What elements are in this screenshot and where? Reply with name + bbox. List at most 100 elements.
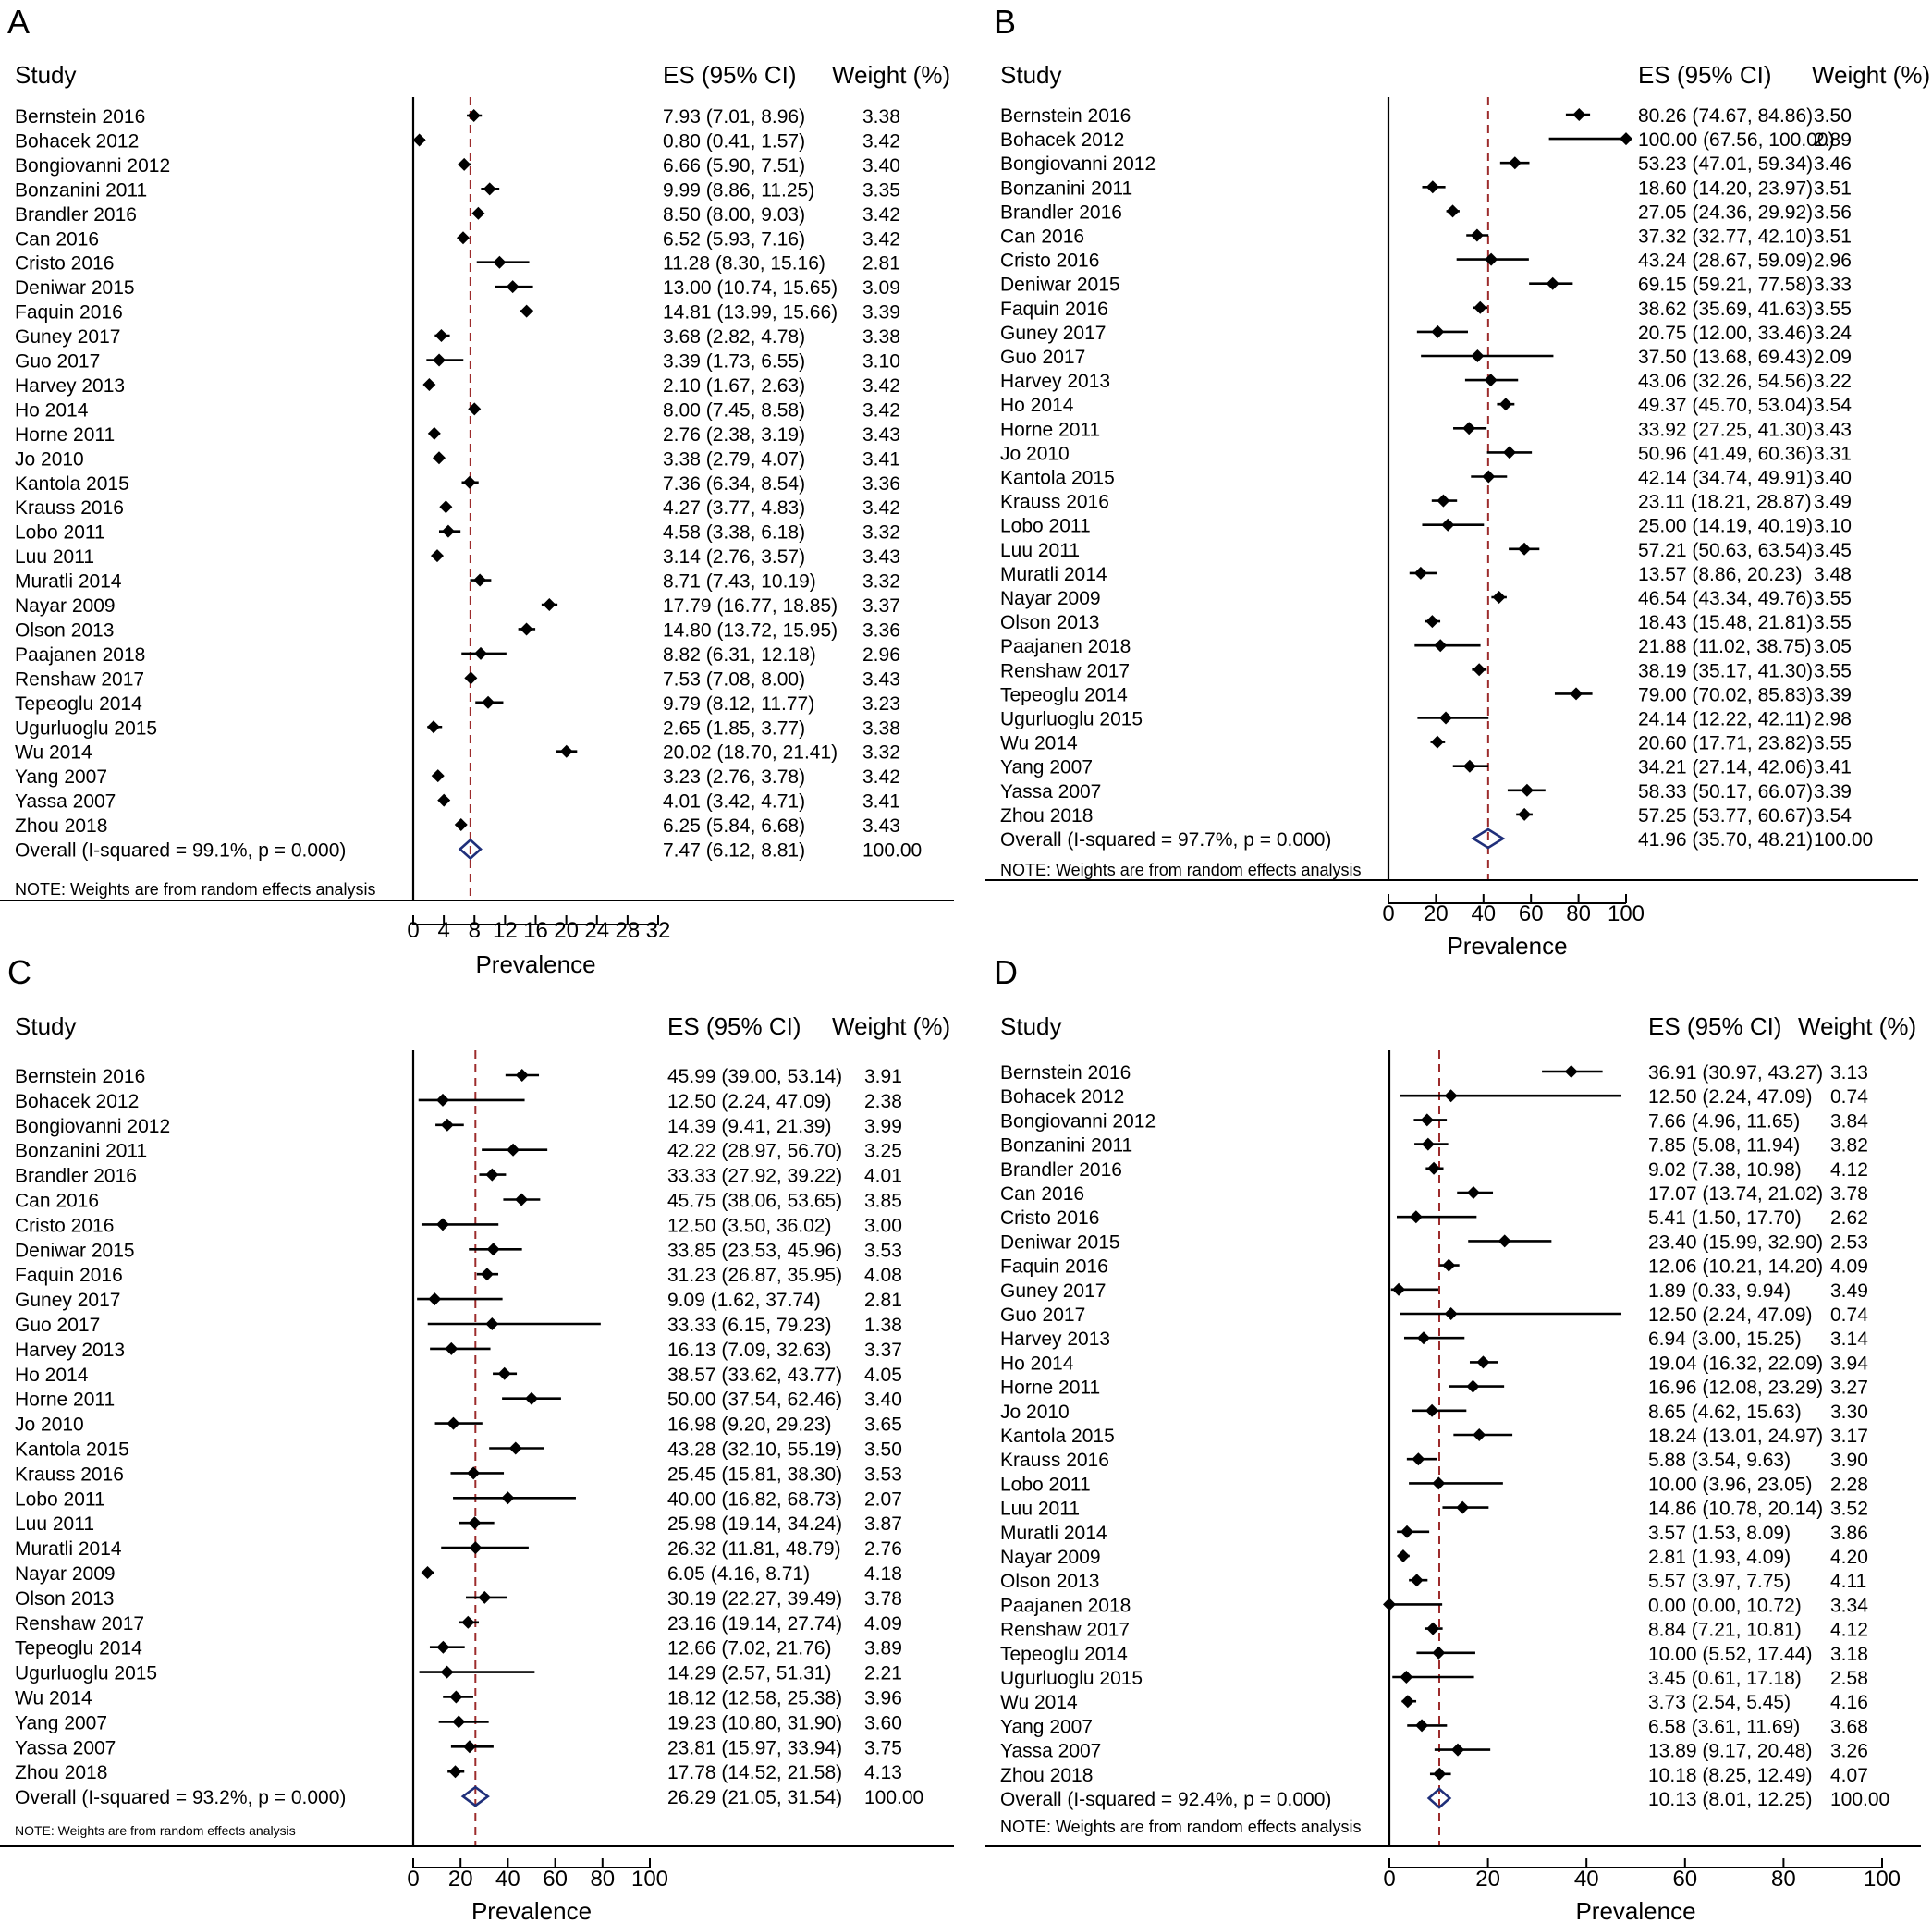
study-es-ci: 8.65 (4.62, 15.63) <box>1648 1402 1802 1423</box>
study-es-ci: 3.73 (2.54, 5.45) <box>1648 1692 1791 1713</box>
point-estimate-marker <box>428 1292 442 1306</box>
study-name: Krauss 2016 <box>15 497 124 519</box>
study-weight: 3.26 <box>1830 1741 1868 1762</box>
study-weight: 4.05 <box>864 1365 902 1386</box>
x-tick-label: 100 <box>1608 901 1645 926</box>
study-weight: 3.85 <box>864 1191 902 1212</box>
study-row: Cristo 2016 11.28 (8.30, 15.16) 2.81 <box>15 253 900 275</box>
x-tick-label: 40 <box>1471 901 1496 926</box>
study-es-ci: 79.00 (70.02, 85.83) <box>1638 684 1813 705</box>
study-row: Renshaw 2017 8.84 (7.21, 10.81) 4.12 <box>1000 1620 1868 1641</box>
study-es-ci: 4.01 (3.42, 4.71) <box>663 791 805 813</box>
study-row: Krauss 2016 5.88 (3.54, 9.63) 3.90 <box>1000 1450 1868 1471</box>
study-name: Nayar 2009 <box>1000 588 1101 609</box>
study-name: Can 2016 <box>15 1191 99 1212</box>
study-es-ci: 69.15 (59.21, 77.58) <box>1638 275 1813 296</box>
x-tick-label: 80 <box>590 1867 615 1892</box>
point-estimate-marker <box>1446 204 1460 218</box>
study-es-ci: 3.38 (2.79, 4.07) <box>663 448 805 470</box>
point-estimate-marker <box>474 646 488 660</box>
study-row: Wu 2014 20.60 (17.71, 23.82) 3.55 <box>1000 733 1852 754</box>
study-weight: 3.86 <box>1830 1523 1868 1544</box>
study-row: Can 2016 6.52 (5.93, 7.16) 3.42 <box>15 228 900 250</box>
study-name: Ho 2014 <box>1000 1353 1074 1374</box>
study-row: Bongiovanni 2012 6.66 (5.90, 7.51) 3.40 <box>15 155 900 177</box>
x-tick-label: 40 <box>1574 1867 1599 1892</box>
study-name: Wu 2014 <box>1000 733 1078 754</box>
study-es-ci: 33.33 (27.92, 39.22) <box>667 1166 842 1187</box>
point-estimate-marker <box>1430 735 1444 749</box>
study-row: Kantola 2015 18.24 (13.01, 24.97) 3.17 <box>1000 1426 1868 1447</box>
study-row: Yang 2007 19.23 (10.80, 31.90) 3.60 <box>15 1712 902 1733</box>
study-name: Can 2016 <box>15 228 99 250</box>
study-es-ci: 17.07 (13.74, 21.02) <box>1648 1183 1823 1205</box>
panel-letter: D <box>994 953 1018 991</box>
study-weight: 4.13 <box>864 1762 902 1783</box>
point-estimate-marker <box>1484 374 1498 387</box>
study-weight: 2.81 <box>864 1290 902 1311</box>
point-estimate-marker <box>1485 252 1498 266</box>
study-weight: 3.27 <box>1830 1378 1868 1399</box>
study-name: Muratli 2014 <box>15 1538 122 1560</box>
study-row: Faquin 2016 14.81 (13.99, 15.66) 3.39 <box>15 302 900 324</box>
header-es: ES (95% CI) <box>1638 61 1772 89</box>
study-es-ci: 18.24 (13.01, 24.97) <box>1648 1426 1823 1447</box>
study-row: Deniwar 2015 13.00 (10.74, 15.65) 3.09 <box>15 277 900 299</box>
point-estimate-marker <box>1466 1186 1480 1199</box>
study-row: Harvey 2013 43.06 (32.26, 54.56) 3.22 <box>1000 371 1852 392</box>
study-row: Muratli 2014 8.71 (7.43, 10.19) 3.32 <box>15 571 900 593</box>
study-name: Jo 2010 <box>15 448 84 470</box>
x-tick-label: 0 <box>1382 901 1394 926</box>
study-name: Lobo 2011 <box>1000 1474 1091 1495</box>
study-es-ci: 50.00 (37.54, 62.46) <box>667 1390 842 1411</box>
study-es-ci: 38.62 (35.69, 41.63) <box>1638 299 1813 320</box>
study-weight: 3.39 <box>862 302 900 324</box>
study-es-ci: 20.02 (18.70, 21.41) <box>663 742 838 764</box>
study-es-ci: 13.89 (9.17, 20.48) <box>1648 1741 1812 1762</box>
study-es-ci: 53.23 (47.01, 59.34) <box>1638 153 1813 175</box>
study-es-ci: 16.13 (7.09, 32.63) <box>667 1340 831 1361</box>
point-estimate-marker <box>1412 1452 1425 1466</box>
study-row: Paajanen 2018 21.88 (11.02, 38.75) 3.05 <box>1000 636 1852 657</box>
study-name: Paajanen 2018 <box>1000 636 1131 657</box>
point-estimate-marker <box>1421 1137 1435 1151</box>
study-es-ci: 17.78 (14.52, 21.58) <box>667 1762 842 1783</box>
study-row: Harvey 2013 16.13 (7.09, 32.63) 3.37 <box>15 1340 902 1361</box>
panel-letter: A <box>7 3 30 41</box>
study-weight: 3.46 <box>1814 153 1852 175</box>
study-row: Lobo 2011 10.00 (3.96, 23.05) 2.28 <box>1000 1474 1868 1495</box>
point-estimate-marker <box>1520 783 1534 797</box>
study-es-ci: 7.66 (4.96, 11.65) <box>1648 1110 1800 1132</box>
study-name: Brandler 2016 <box>1000 202 1122 223</box>
study-row: Harvey 2013 6.94 (3.00, 15.25) 3.14 <box>1000 1329 1868 1350</box>
point-estimate-marker <box>501 1491 515 1505</box>
study-name: Guo 2017 <box>1000 347 1085 368</box>
study-name: Faquin 2016 <box>15 302 123 324</box>
study-name: Guney 2017 <box>15 326 120 348</box>
study-es-ci: 7.36 (6.34, 8.54) <box>663 473 805 495</box>
point-estimate-marker <box>458 157 471 171</box>
study-row: Bonzanini 2011 42.22 (28.97, 56.70) 3.25 <box>15 1141 902 1162</box>
study-es-ci: 3.23 (2.76, 3.78) <box>663 766 805 788</box>
study-weight: 3.09 <box>862 277 900 299</box>
point-estimate-marker <box>1518 807 1532 821</box>
study-weight: 3.41 <box>862 448 900 470</box>
study-es-ci: 2.76 (2.38, 3.19) <box>663 424 805 446</box>
study-row: Cristo 2016 12.50 (3.50, 36.02) 3.00 <box>15 1215 902 1236</box>
study-row: Guney 2017 3.68 (2.82, 4.78) 3.38 <box>15 326 900 348</box>
study-row: Guo 2017 12.50 (2.24, 47.09) 0.74 <box>1000 1304 1868 1326</box>
study-weight: 3.84 <box>1830 1110 1868 1132</box>
study-name: Yassa 2007 <box>15 1737 116 1758</box>
point-estimate-marker <box>440 1665 454 1679</box>
study-weight: 4.20 <box>1830 1547 1868 1568</box>
study-weight: 3.48 <box>1814 564 1852 585</box>
study-name: Harvey 2013 <box>15 1340 125 1361</box>
x-axis-label: Prevalence <box>471 1897 592 1923</box>
study-row: Wu 2014 18.12 (12.58, 25.38) 3.96 <box>15 1688 902 1709</box>
header-weight: Weight (%) <box>1812 61 1930 89</box>
study-es-ci: 10.00 (3.96, 23.05) <box>1648 1474 1812 1495</box>
point-estimate-marker <box>441 524 455 538</box>
study-name: Zhou 2018 <box>15 815 107 837</box>
study-weight: 2.53 <box>1830 1231 1868 1253</box>
